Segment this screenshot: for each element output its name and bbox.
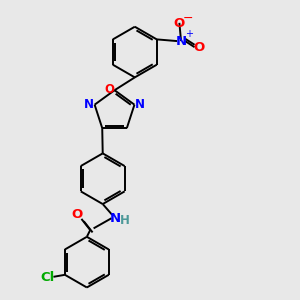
Text: N: N — [135, 98, 145, 111]
Text: H: H — [120, 214, 130, 227]
Text: O: O — [104, 83, 115, 96]
Text: +: + — [185, 28, 194, 39]
Text: N: N — [110, 212, 121, 225]
Text: −: − — [183, 12, 193, 25]
Text: Cl: Cl — [40, 271, 55, 284]
Text: N: N — [84, 98, 94, 111]
Text: N: N — [176, 34, 187, 48]
Text: O: O — [193, 41, 204, 54]
Text: O: O — [174, 17, 185, 30]
Text: O: O — [72, 208, 83, 221]
